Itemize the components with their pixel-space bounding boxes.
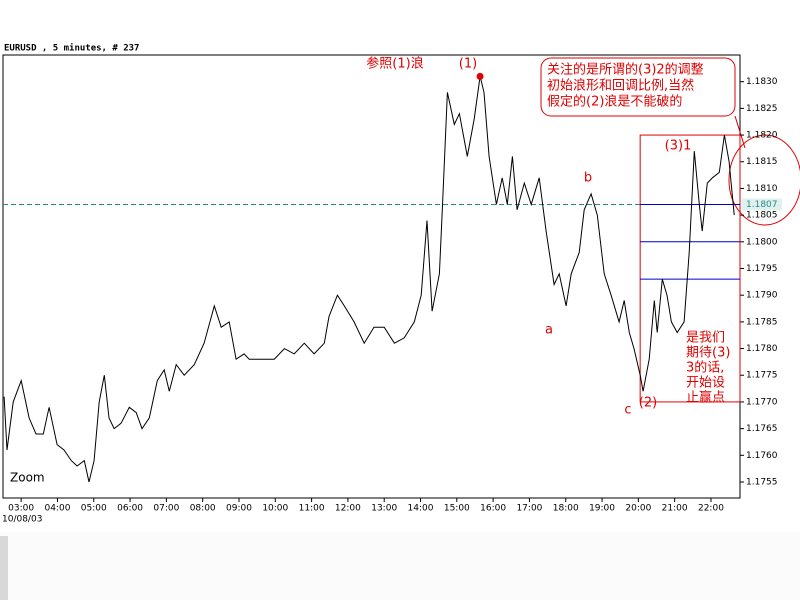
y-tick-label: 1.1760 [746, 451, 778, 461]
callout-box [540, 57, 736, 117]
y-tick-label: 1.1820 [746, 131, 778, 141]
x-tick-label: 06:00 [117, 504, 143, 514]
x-tick-label: 22:00 [698, 504, 724, 514]
x-tick-label: 04:00 [44, 504, 70, 514]
callout-text: 关注的是所谓的(3)2的调整 [547, 62, 704, 78]
x-tick-label: 08:00 [190, 504, 216, 514]
date-label: 10/08/03 [2, 515, 42, 525]
x-tick-label: 14:00 [408, 504, 434, 514]
price-line [3, 76, 735, 483]
y-tick-label: 1.1755 [746, 477, 778, 487]
x-tick-label: 09:00 [226, 504, 252, 514]
y-tick-label: 1.1780 [746, 344, 778, 354]
annotation: (3)1 [665, 139, 692, 154]
x-tick-label: 10:00 [262, 504, 288, 514]
y-tick-label: 1.1810 [746, 184, 778, 194]
y-tick-label: 1.1830 [746, 77, 778, 87]
callout-pointer [734, 115, 746, 149]
y-tick-label: 1.1765 [746, 424, 778, 434]
callout-text: 假定的(2)浪是不能破的 [547, 94, 682, 110]
y-tick-label: 1.1805 [746, 211, 778, 221]
y-tick-label: 1.1785 [746, 317, 778, 327]
x-tick-label: 11:00 [299, 504, 325, 514]
y-tick-label: 1.1825 [746, 104, 778, 114]
chart-title: EURUSD , 5 minutes, # 237 [4, 43, 139, 54]
y-tick-label: 1.1800 [746, 237, 778, 247]
note-text: 止赢点 [686, 390, 725, 406]
peak-marker [476, 72, 484, 80]
y-tick-label: 1.1815 [746, 157, 778, 167]
annotation: a [545, 323, 553, 338]
annotation: c [624, 403, 631, 418]
y-tick-label: 1.1790 [746, 291, 778, 301]
x-tick-label: 17:00 [516, 504, 542, 514]
x-tick-label: 19:00 [589, 504, 615, 514]
highlight-ellipse [728, 134, 800, 226]
x-tick-label: 13:00 [371, 504, 397, 514]
note-text: 开始设 [686, 376, 725, 391]
annotation: b [584, 171, 592, 186]
note-text: 期待(3) [686, 346, 730, 361]
note-text: 是我们 [686, 331, 725, 346]
y-tick-label: 1.1795 [746, 264, 778, 274]
x-tick-label: 07:00 [153, 504, 179, 514]
x-tick-label: 03:00 [8, 504, 34, 514]
annotation: 参照(1)浪 [366, 56, 423, 72]
x-tick-label: 20:00 [625, 504, 651, 514]
x-tick-label: 21:00 [662, 504, 688, 514]
callout-text: 初始浪形和回调比例,当然 [547, 78, 694, 94]
lower-panel [0, 532, 800, 600]
current-price-tag [742, 198, 782, 211]
annotation: (2) [639, 396, 657, 411]
x-tick-label: 18:00 [553, 504, 579, 514]
x-tick-label: 12:00 [335, 504, 361, 514]
current-price-label: 1.1807 [746, 200, 778, 210]
annotation: (1) [459, 57, 477, 72]
y-tick-label: 1.1775 [746, 371, 778, 381]
note-text: 3的话, [686, 360, 724, 376]
x-tick-label: 15:00 [444, 504, 470, 514]
lower-panel-strip [0, 536, 8, 600]
zoom-label: Zoom [10, 471, 45, 485]
wave-box [639, 134, 741, 403]
x-tick-label: 05:00 [81, 504, 107, 514]
x-tick-label: 16:00 [480, 504, 506, 514]
y-tick-label: 1.1770 [746, 397, 778, 407]
